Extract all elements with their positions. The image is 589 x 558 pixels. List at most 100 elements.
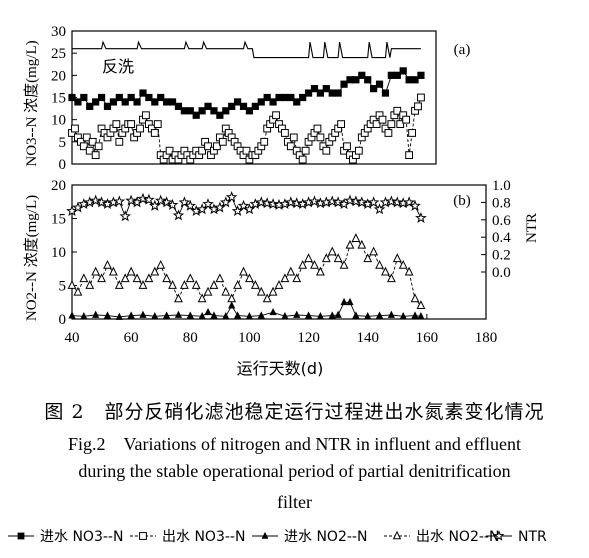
influent-no3-series-point (228, 102, 236, 110)
influent-no3-series-point (121, 98, 129, 106)
influent-no3-series-point (133, 98, 141, 106)
effluent-no3-series-point (260, 137, 269, 146)
chart-legend: 进水 NO3--N 出水 NO3--N 进水 NO2--N 出水 NO2--N NTR (8, 529, 547, 545)
effluent-no2-series-point (179, 280, 189, 289)
influent-no3-series-point (275, 93, 283, 102)
influent-no3-series-point (103, 102, 112, 110)
effluent-no3-series-point (198, 146, 207, 155)
influent-no3-series-point (216, 111, 224, 119)
effluent-no3-series-point (354, 146, 363, 155)
influent-no2-series-point (417, 312, 425, 320)
effluent-no2-series-point (203, 286, 213, 296)
y-tick-label: 15 (51, 212, 66, 228)
ntr-series-point (137, 192, 149, 204)
effluent-no3-series-point (372, 120, 381, 128)
ntr-series-point (214, 201, 226, 213)
x-tick-label: 100 (238, 330, 261, 346)
ntr-series-point (113, 195, 126, 207)
influent-no3-series-point (180, 107, 188, 115)
effluent-no2-series-point (410, 293, 420, 303)
figure-caption-en-line-2: during the stable operational period of … (78, 461, 511, 481)
influent-no3-series-point (163, 98, 171, 106)
influent-no3-series-point (399, 67, 407, 75)
influent-no3-series-point (393, 71, 401, 79)
ntr-series-point (237, 199, 250, 211)
ntr-series-point (355, 196, 368, 208)
panel-a-y-axis-label: NO3--N 浓度(mg/L) (23, 40, 40, 166)
influent-no2-series-point (411, 311, 419, 319)
effluent-no2-series-point (227, 293, 237, 303)
ntr-series-point (184, 199, 197, 211)
effluent-no2-series-point (345, 239, 355, 249)
ntr-series-point (202, 198, 214, 210)
effluent-no3-series-point (204, 142, 212, 151)
effluent-no2-series-point (375, 259, 384, 269)
backwash-series-line (72, 40, 421, 59)
effluent-no2-series-point (333, 253, 343, 263)
influent-no3-series-point (145, 93, 153, 102)
influent-no2-series-point (340, 297, 348, 306)
figure-chart: 0 5 10 15 20 25 30 (a) 反洗 NO3--N 浓度(mg/L) 0 5 10 15 20… (23, 24, 540, 378)
influent-no3-series-point (257, 98, 265, 106)
x-axis-label: 运行天数(d) (237, 359, 324, 378)
effluent-no3-series-point (213, 142, 221, 151)
effluent-no3-series-point (402, 115, 411, 124)
influent-no3-series-point (234, 98, 242, 106)
influent-no3-series-point (74, 98, 82, 106)
influent-no2-series-point (228, 301, 236, 309)
effluent-no2-series-point (404, 266, 414, 276)
y-tick-label: 20 (51, 178, 66, 194)
effluent-no3-series-point (408, 129, 416, 137)
x-tick-label: 160 (416, 330, 439, 346)
ntr-series-point (255, 196, 268, 208)
ntr-series-point (344, 194, 356, 206)
influent-no3-series-point (387, 71, 395, 79)
influent-no3-series-point (411, 76, 419, 84)
effluent-no2-series-point (174, 293, 183, 303)
effluent-no3-series-point (378, 115, 387, 124)
influent-no3-series-point (328, 89, 336, 97)
effluent-no3-series-point (405, 151, 414, 160)
influent-no3-series-point (405, 76, 413, 84)
ntr-series-point (403, 196, 415, 208)
effluent-no3-series-point (136, 124, 144, 133)
x-tick-label: 140 (356, 330, 379, 346)
effluent-no2-series-point (310, 259, 319, 269)
influent-no2-series-point (352, 311, 360, 319)
ntr-series-point (89, 194, 102, 206)
influent-no3-series-point (204, 102, 212, 110)
ntr-series-point (267, 198, 279, 210)
effluent-no2-series-point (351, 233, 361, 242)
effluent-no2-series-point (144, 273, 154, 283)
influent-no3-series-point (352, 76, 360, 84)
y2-tick-label: 0.2 (492, 248, 511, 264)
effluent-no3-series-point (85, 146, 94, 155)
influent-no3-series-point (269, 98, 277, 106)
influent-no2-series-point (375, 311, 384, 319)
legend-label: 进水 NO3--N (40, 529, 123, 545)
effluent-no2-series-point (268, 286, 278, 296)
influent-no3-series-point (299, 93, 307, 102)
effluent-no3-series-point (289, 133, 298, 142)
y-tick-label: 0 (59, 157, 67, 173)
legend-item: 进水 NO2--N (252, 529, 367, 545)
ntr-series-point (143, 193, 155, 205)
panel-b-label: (b) (453, 193, 471, 209)
ntr-series-point (166, 198, 179, 210)
effluent-no3-series-point (316, 133, 325, 142)
legend-marker (493, 530, 505, 541)
ntr-series-point (385, 195, 398, 207)
effluent-no2-series-point (67, 280, 77, 289)
influent-no3-series-point (168, 98, 177, 106)
effluent-no2-series-point (162, 273, 172, 283)
panel-b: 0 5 10 15 20 0.00.2 0.40.6 0.81.0 40 60 80 100 120 14… (23, 178, 540, 378)
influent-no3-series-point (210, 107, 218, 115)
influent-no3-series-point (222, 107, 230, 115)
y-tick-label: 20 (51, 68, 66, 84)
influent-no2-series-point (204, 307, 212, 316)
effluent-no3-series-point (322, 146, 331, 155)
effluent-no2-series-point (398, 259, 408, 269)
influent-no2-series-point (127, 311, 135, 319)
effluent-no3-series-point (387, 120, 396, 128)
ntr-series-point (172, 209, 185, 221)
